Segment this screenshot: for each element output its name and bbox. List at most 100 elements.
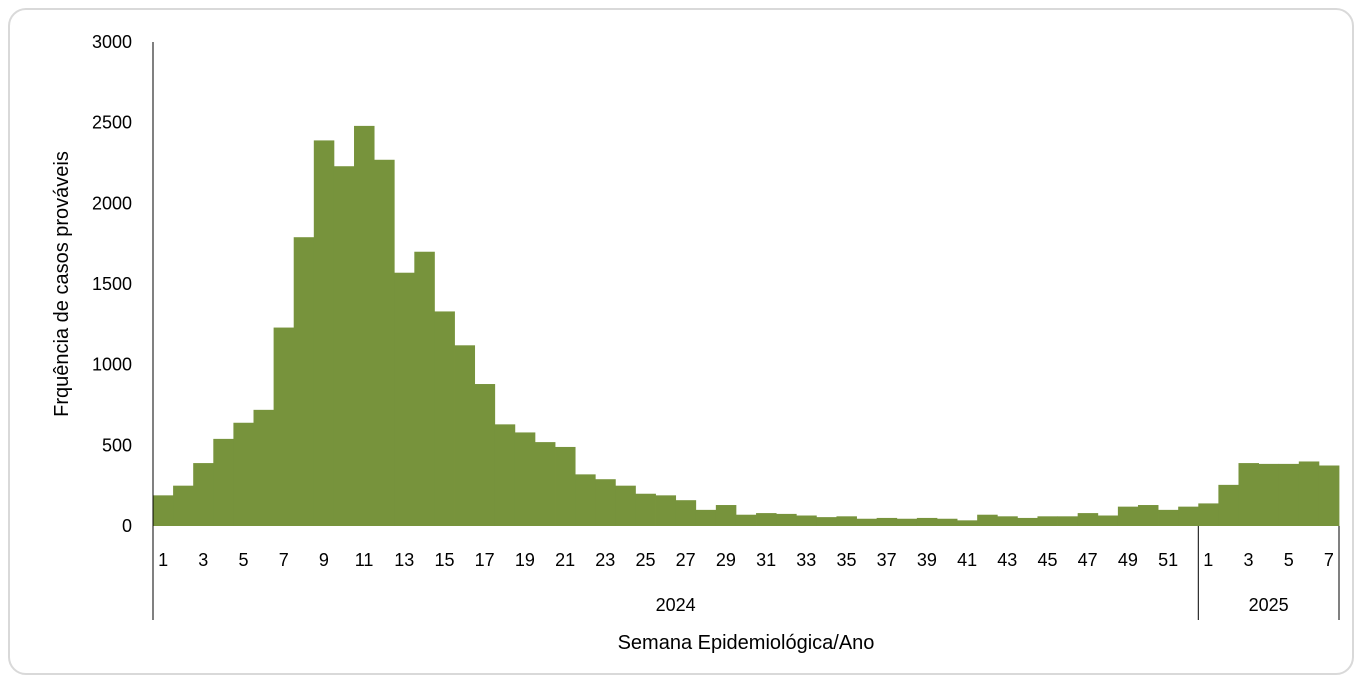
bar [977, 514, 998, 526]
bar [1278, 463, 1300, 526]
x-tick-label: 33 [796, 550, 816, 570]
x-tick-label: 51 [1158, 550, 1178, 570]
bar [1198, 503, 1219, 526]
x-axis-title: Semana Epidemiológica/Ano [618, 632, 875, 654]
x-tick-label: 47 [1078, 550, 1098, 570]
bar [494, 424, 516, 526]
bar [193, 463, 214, 526]
bar [153, 495, 174, 526]
bar [1057, 516, 1079, 526]
bar [1258, 463, 1280, 526]
bar [635, 493, 656, 526]
bar [534, 442, 556, 526]
bar [575, 474, 596, 526]
bar [796, 515, 817, 526]
bar [173, 485, 194, 526]
bar [675, 500, 697, 526]
y-tick-label: 3000 [92, 32, 132, 52]
bar [313, 140, 335, 526]
bar [1318, 465, 1340, 526]
bar [936, 518, 958, 526]
bar [896, 518, 918, 526]
bar [233, 422, 254, 526]
x-tick-label: 21 [555, 550, 575, 570]
x-tick-label: 49 [1118, 550, 1138, 570]
y-tick-label: 1000 [92, 355, 132, 375]
bar [615, 485, 636, 526]
y-tick-label: 2000 [92, 193, 132, 213]
bar [555, 446, 576, 526]
bar [434, 311, 455, 526]
bar [655, 495, 677, 526]
bar [876, 517, 898, 526]
bar [816, 517, 837, 526]
bar [354, 125, 375, 526]
bar [1097, 515, 1119, 526]
bar [514, 432, 536, 526]
bar [1137, 505, 1159, 526]
bar [1158, 509, 1179, 526]
bars-group [153, 125, 1340, 527]
labels-group: Frquência de casos prováveis Semana Epid… [51, 151, 874, 654]
x-tick-label: 1 [1203, 550, 1213, 570]
y-tick-label: 500 [102, 435, 132, 455]
bar [374, 159, 395, 526]
bar [1077, 513, 1099, 526]
x-tick-label: 19 [515, 550, 535, 570]
bar [1298, 461, 1320, 526]
x-tick-label: 43 [997, 550, 1017, 570]
x-tick-label: 13 [394, 550, 414, 570]
x-tick-label: 7 [1324, 550, 1334, 570]
x-tick-label: 29 [716, 550, 736, 570]
bar [695, 509, 717, 526]
bar [1178, 506, 1199, 526]
bar [957, 520, 978, 526]
x-tick-label: 31 [756, 550, 776, 570]
x-tick-label: 23 [595, 550, 615, 570]
bar [1117, 506, 1139, 526]
bar [474, 384, 496, 526]
x-tick-label: 7 [279, 550, 289, 570]
bar [1037, 516, 1058, 526]
bar [273, 327, 295, 526]
bar [333, 166, 355, 527]
x-group-label: 2025 [1249, 595, 1289, 615]
x-group-label: 2024 [656, 595, 696, 615]
x-tick-label: 45 [1037, 550, 1057, 570]
bar [856, 518, 878, 526]
bar [997, 516, 1018, 526]
y-tick-label: 1500 [92, 274, 132, 294]
bar [735, 514, 757, 526]
x-tick-label: 15 [434, 550, 454, 570]
bar [414, 251, 435, 527]
x-tick-label: 3 [198, 550, 208, 570]
x-tick-label: 1 [158, 550, 168, 570]
x-tick-label: 35 [836, 550, 856, 570]
x-tick-label: 9 [319, 550, 329, 570]
bar [715, 505, 737, 526]
bar [394, 272, 415, 526]
x-tick-label: 3 [1243, 550, 1253, 570]
bar [213, 438, 234, 526]
bar [776, 513, 797, 526]
bar [756, 513, 777, 526]
chart-card [8, 8, 1354, 675]
bar [1218, 484, 1239, 526]
bar [916, 517, 938, 526]
bar [1238, 463, 1259, 526]
x-tick-label: 41 [957, 550, 977, 570]
bar [293, 237, 315, 526]
x-tick-label: 25 [635, 550, 655, 570]
y-tick-label: 0 [122, 516, 132, 536]
x-tick-label: 5 [238, 550, 248, 570]
bar [454, 345, 476, 526]
y-axis-title: Frquência de casos prováveis [51, 151, 73, 417]
x-tick-label: 27 [676, 550, 696, 570]
bar [253, 409, 275, 526]
x-tick-label: 11 [355, 550, 374, 570]
bar [595, 479, 616, 526]
y-tick-label: 2500 [92, 113, 132, 133]
bar [836, 516, 857, 526]
